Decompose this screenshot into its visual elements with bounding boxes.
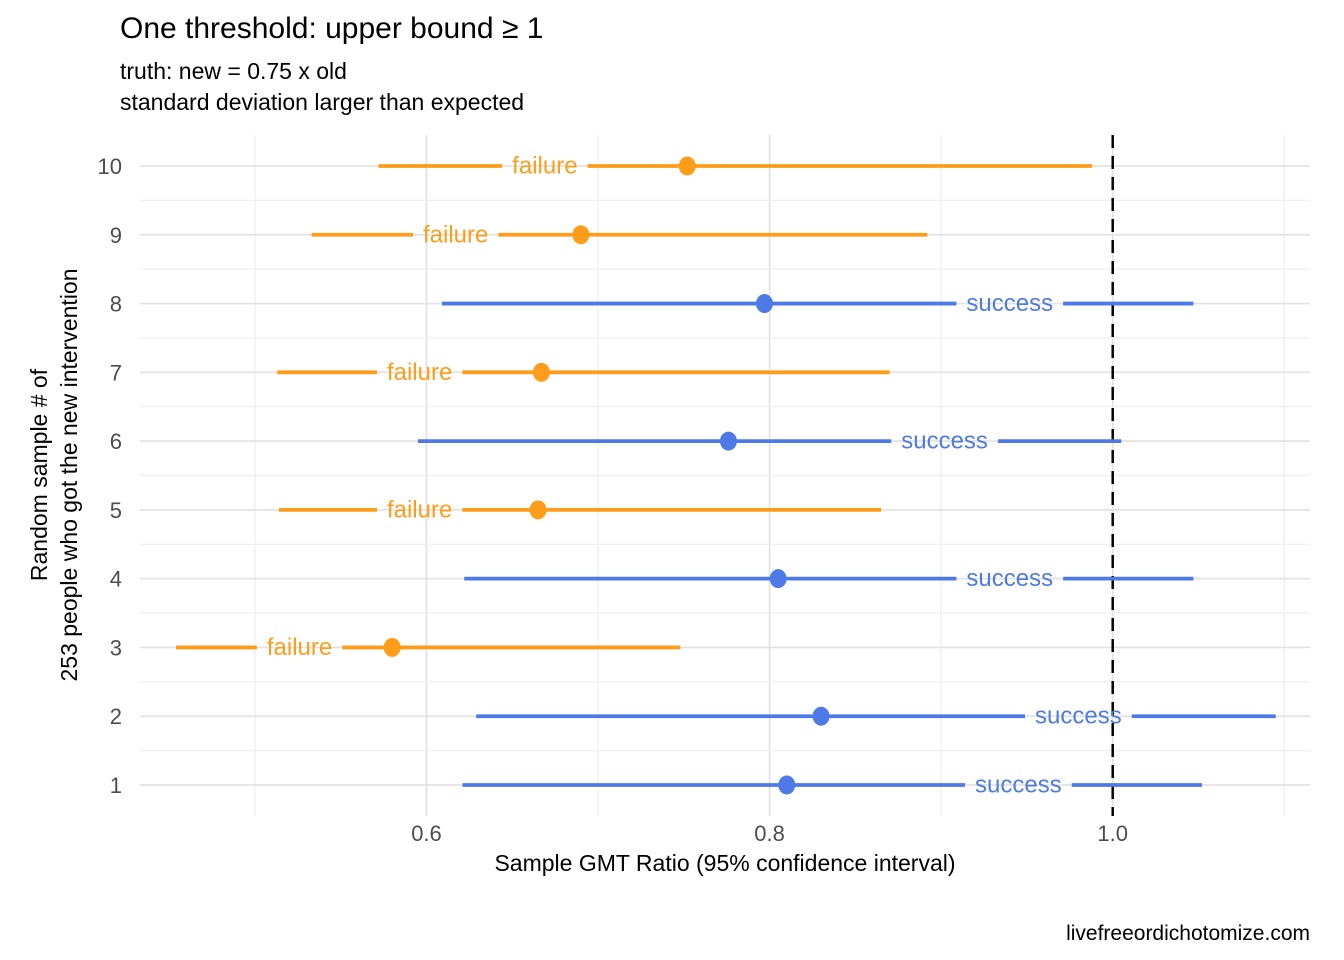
outcome-label-failure: failure bbox=[423, 221, 488, 248]
y-tick-label: 8 bbox=[110, 292, 122, 317]
point-estimate bbox=[778, 775, 796, 795]
point-estimate bbox=[383, 637, 401, 657]
x-tick-label: 0.6 bbox=[411, 821, 442, 846]
point-estimate bbox=[769, 569, 787, 589]
chart-caption: livefreeordichotomize.com bbox=[1066, 922, 1310, 945]
y-tick-label: 3 bbox=[110, 635, 122, 660]
outcome-label-success: success bbox=[975, 772, 1062, 799]
y-tick-label: 2 bbox=[110, 704, 122, 729]
point-estimate bbox=[678, 156, 696, 176]
chart-title: One threshold: upper bound ≥ 1 bbox=[120, 12, 544, 45]
point-estimate bbox=[532, 362, 550, 382]
point-estimate bbox=[812, 706, 830, 726]
outcome-label-failure: failure bbox=[387, 359, 452, 386]
y-tick-label: 1 bbox=[110, 773, 122, 798]
outcome-label-success: success bbox=[966, 290, 1053, 317]
outcome-label-failure: failure bbox=[387, 496, 452, 523]
y-tick-label: 9 bbox=[110, 223, 122, 248]
y-tick-label: 5 bbox=[110, 498, 122, 523]
x-axis-title: Sample GMT Ratio (95% confidence interva… bbox=[494, 850, 956, 876]
chart-subtitle-line-2: standard deviation larger than expected bbox=[120, 89, 525, 115]
outcome-label-success: success bbox=[901, 428, 988, 455]
x-tick-label: 1.0 bbox=[1097, 821, 1128, 846]
outcome-label-success: success bbox=[1035, 703, 1122, 730]
y-tick-label: 10 bbox=[98, 154, 122, 179]
point-estimate bbox=[719, 431, 737, 451]
outcome-label-failure: failure bbox=[267, 634, 332, 661]
outcome-label-success: success bbox=[966, 565, 1053, 592]
y-tick-label: 7 bbox=[110, 360, 122, 385]
y-tick-label: 6 bbox=[110, 429, 122, 454]
outcome-label-failure: failure bbox=[512, 152, 577, 179]
x-tick-label: 0.8 bbox=[754, 821, 785, 846]
point-estimate bbox=[529, 500, 547, 520]
chart-subtitle-line-1: truth: new = 0.75 x old bbox=[120, 58, 347, 84]
point-estimate bbox=[755, 294, 773, 314]
point-estimate bbox=[572, 225, 590, 245]
y-tick-label: 4 bbox=[110, 567, 122, 592]
